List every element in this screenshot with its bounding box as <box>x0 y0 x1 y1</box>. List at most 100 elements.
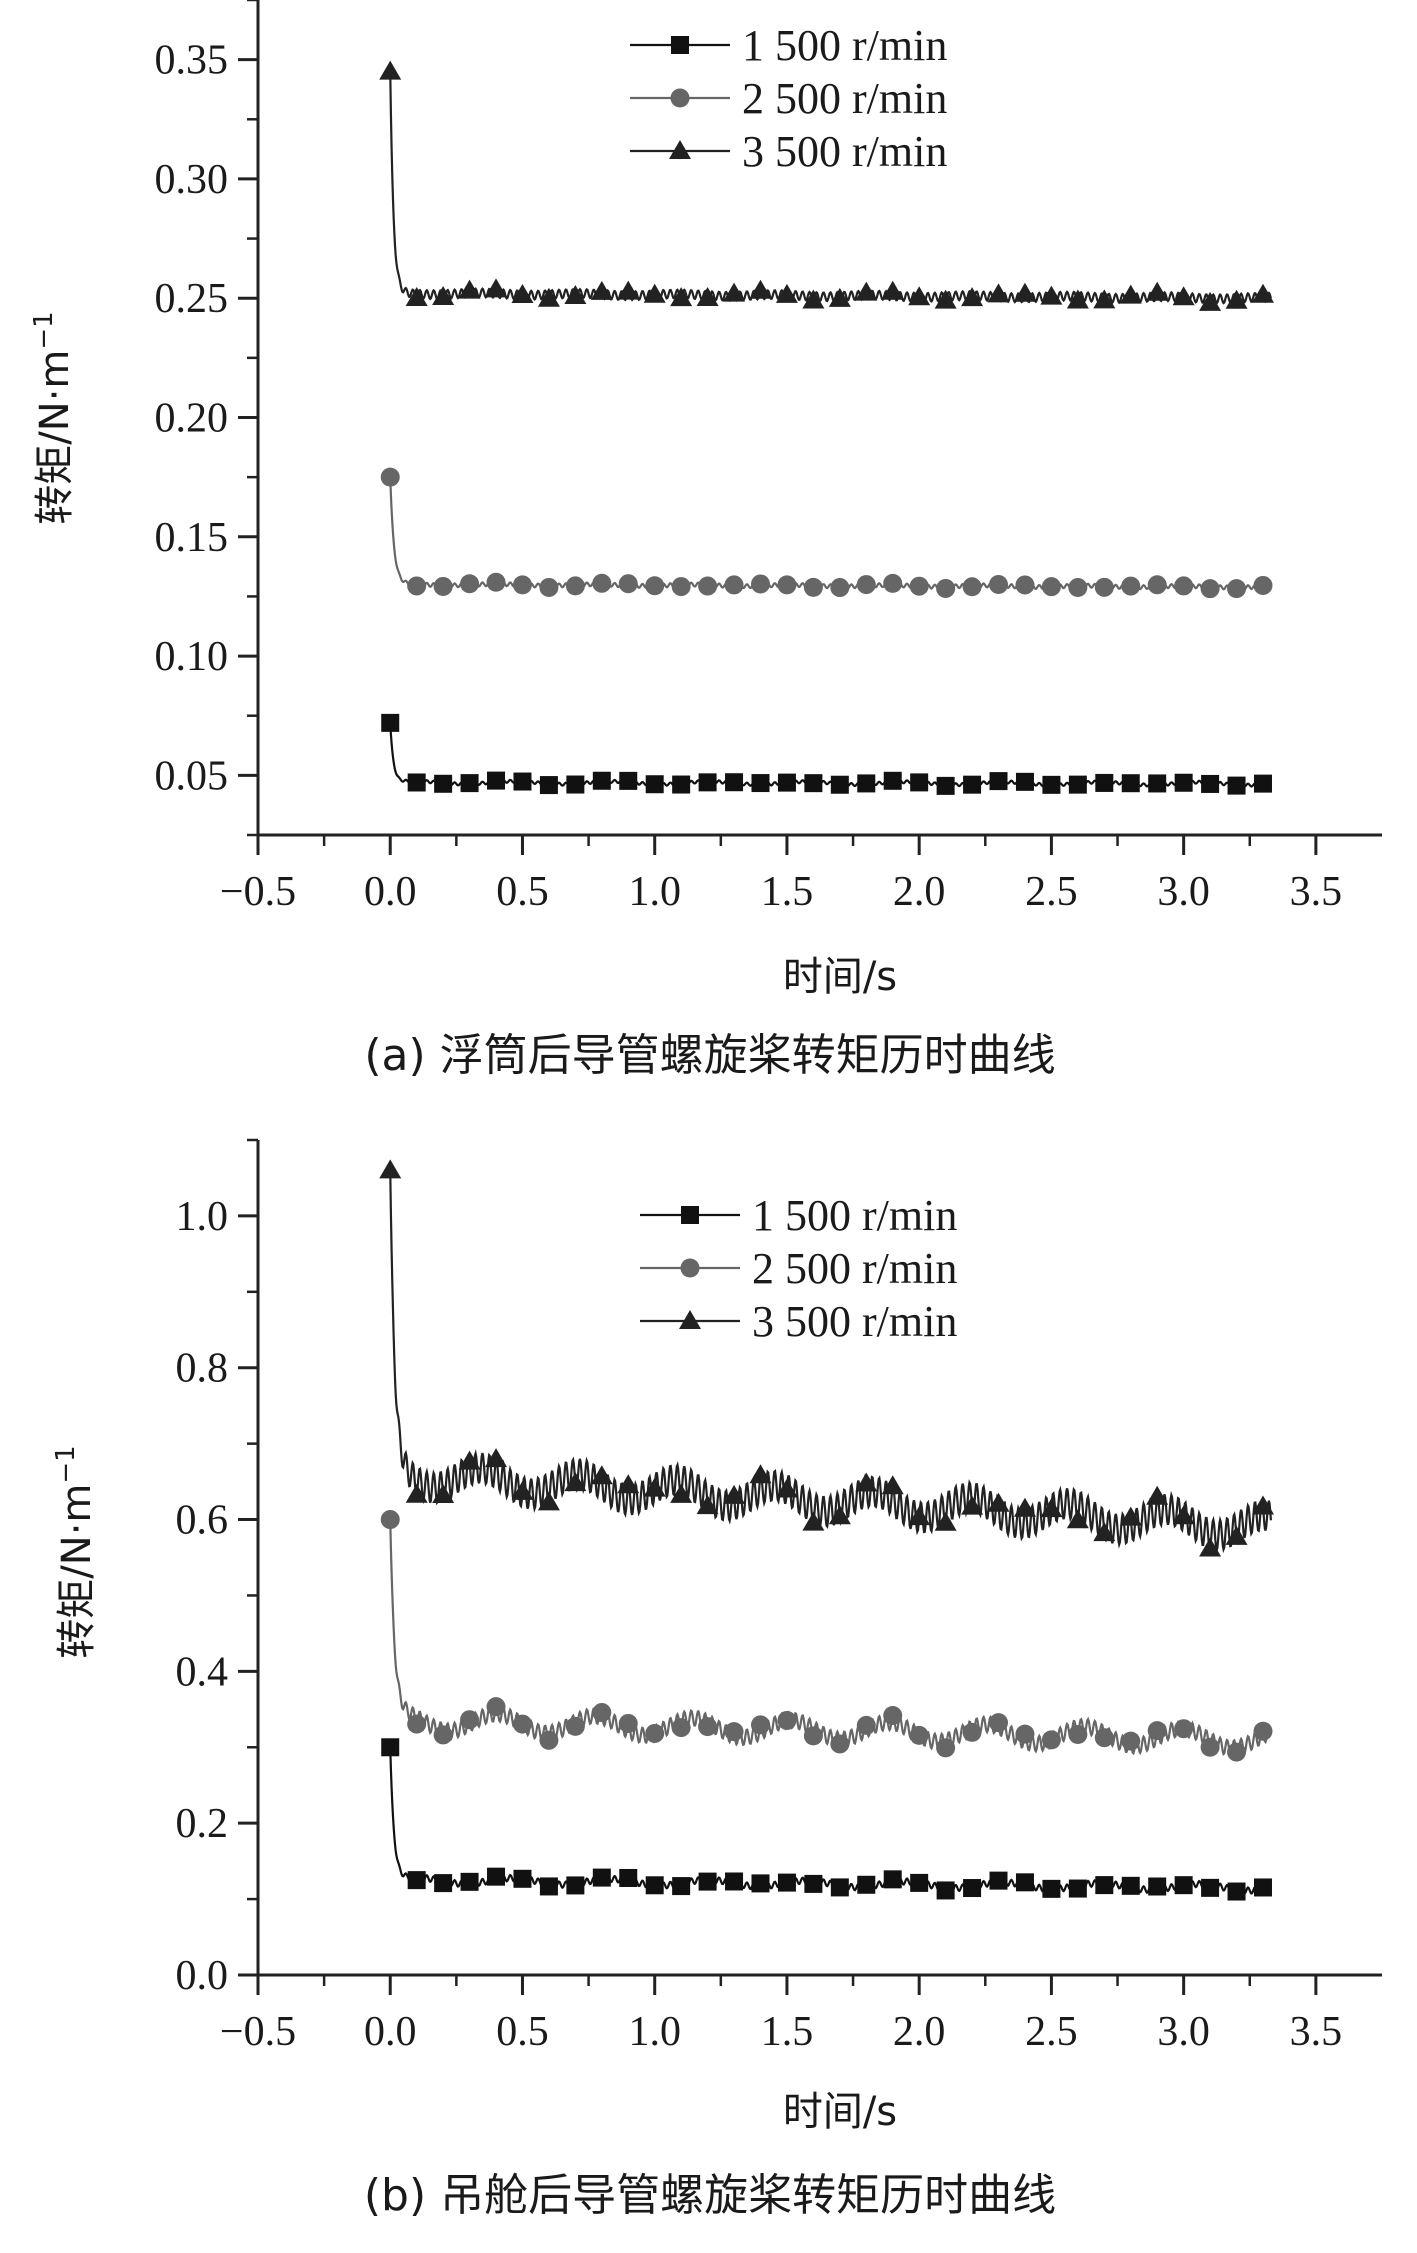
legend-marker <box>680 1258 700 1278</box>
series-marker <box>1146 281 1169 301</box>
series-marker <box>856 1715 876 1735</box>
series-marker <box>643 1477 666 1497</box>
series-marker <box>1121 576 1141 596</box>
series-marker <box>592 771 611 790</box>
series-marker <box>698 773 717 792</box>
series-marker <box>566 775 585 794</box>
series-marker <box>511 1480 534 1500</box>
y-axis-label-text: 转矩/N·m <box>54 1484 100 1659</box>
series-marker <box>537 1491 560 1511</box>
series-marker <box>380 467 400 487</box>
series-marker <box>645 1876 664 1895</box>
series-marker <box>1040 1498 1063 1518</box>
x-tick-label: 1.0 <box>628 869 681 915</box>
series-marker <box>989 1871 1008 1890</box>
series-marker <box>934 289 957 309</box>
series-marker <box>487 1867 506 1886</box>
series-marker <box>539 776 558 795</box>
series-marker <box>1251 283 1274 303</box>
series-marker <box>802 289 825 309</box>
series-marker <box>592 573 612 593</box>
legend-marker <box>681 1206 699 1224</box>
series-marker <box>590 280 613 300</box>
series-marker <box>407 1871 426 1890</box>
series-marker <box>379 60 402 80</box>
y-axis-label-sup: −1 <box>29 311 59 349</box>
series-marker <box>751 1874 770 1893</box>
series-marker <box>618 574 638 594</box>
series-marker <box>432 285 455 305</box>
series-marker <box>617 280 640 300</box>
series-marker <box>989 772 1008 791</box>
series-marker <box>485 1448 508 1468</box>
series-marker <box>405 1483 428 1503</box>
legend-label: 1 500 r/min <box>752 1191 957 1240</box>
legend-label: 3 500 r/min <box>742 127 947 176</box>
series-marker <box>777 575 797 595</box>
series-marker <box>1227 1882 1246 1901</box>
series-marker <box>1013 1497 1036 1517</box>
series-marker <box>750 574 770 594</box>
x-axis-label: 时间/s <box>783 2089 897 2135</box>
series-marker <box>565 576 585 596</box>
series-marker <box>564 1472 587 1492</box>
y-tick-label: 0.20 <box>155 396 229 442</box>
series-marker <box>1121 1876 1140 1895</box>
series-marker <box>775 1478 798 1498</box>
y-tick-label: 0.10 <box>155 634 229 680</box>
series-marker <box>1066 1509 1089 1529</box>
y-tick-label: 0.2 <box>176 1801 229 1847</box>
series-marker <box>1094 577 1114 597</box>
series-marker <box>590 1465 613 1485</box>
series-marker <box>1094 1728 1114 1748</box>
series-marker <box>963 775 982 794</box>
series-marker <box>883 1705 903 1725</box>
series-marker <box>1042 775 1061 794</box>
series-marker <box>1227 579 1247 599</box>
y-axis-label-text: 转矩/N·m <box>32 350 78 525</box>
series-marker <box>909 576 929 596</box>
y-tick-label: 1.0 <box>176 1194 229 1240</box>
chart-caption: (b) 吊舱后导管螺旋桨转矩历时曲线 <box>364 2170 1056 2221</box>
series-marker <box>857 774 876 793</box>
x-tick-label: −0.5 <box>220 2009 296 2055</box>
series-marker <box>405 286 428 306</box>
series-marker <box>934 1511 957 1531</box>
y-axis-label: 转矩/N·m−1 <box>51 1445 100 1658</box>
series-marker <box>1068 775 1087 794</box>
series-1: 1 500 r/min <box>381 1191 1272 1901</box>
series-marker <box>751 774 770 793</box>
series-marker <box>1015 1873 1034 1892</box>
series-marker <box>881 1475 904 1495</box>
y-tick-label: 0.15 <box>155 515 229 561</box>
series-marker <box>645 775 664 794</box>
x-tick-label: 0.0 <box>364 2009 417 2055</box>
series-marker <box>485 278 508 298</box>
series-marker <box>511 283 534 303</box>
series-marker <box>962 577 982 597</box>
series-marker <box>962 1722 982 1742</box>
series-marker <box>1147 575 1167 595</box>
series-marker <box>909 1725 929 1745</box>
series-marker <box>1200 1737 1220 1757</box>
series-marker <box>1174 576 1194 596</box>
series-marker <box>460 1710 480 1730</box>
series-marker <box>1148 1877 1167 1896</box>
series-marker <box>698 576 718 596</box>
series-marker <box>381 713 400 732</box>
series-marker <box>671 577 691 597</box>
x-tick-label: 2.0 <box>893 869 946 915</box>
series-1: 1 500 r/min <box>381 21 1272 795</box>
series-marker <box>1095 773 1114 792</box>
series-2: 2 500 r/min <box>380 74 1273 599</box>
series-marker <box>723 1484 746 1504</box>
series-marker <box>407 576 427 596</box>
series-marker <box>987 283 1010 303</box>
series-marker <box>645 576 665 596</box>
series-marker <box>539 1730 559 1750</box>
series-marker <box>672 1877 691 1896</box>
series-marker <box>433 576 453 596</box>
legend-marker <box>671 36 689 54</box>
series-marker <box>987 1492 1010 1512</box>
